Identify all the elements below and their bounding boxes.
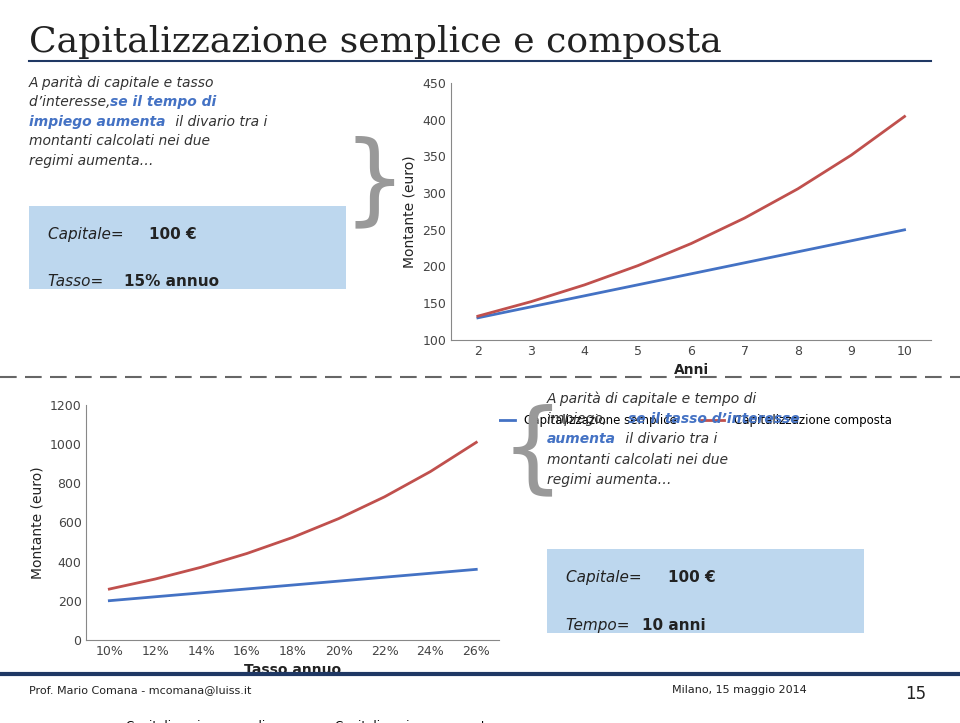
- Text: Milano, 15 maggio 2014: Milano, 15 maggio 2014: [672, 685, 806, 696]
- Text: Tasso=: Tasso=: [48, 274, 108, 289]
- Text: aumenta: aumenta: [547, 432, 616, 446]
- Text: 100 €: 100 €: [149, 227, 197, 241]
- Text: il divario tra i: il divario tra i: [171, 115, 267, 129]
- Text: regimi aumenta…: regimi aumenta…: [29, 154, 154, 168]
- Text: {: {: [501, 403, 564, 500]
- Text: 10 anni: 10 anni: [642, 617, 706, 633]
- Text: d’interesse,: d’interesse,: [29, 95, 114, 109]
- Text: Tempo=: Tempo=: [566, 617, 635, 633]
- Text: Capitalizzazione semplice e composta: Capitalizzazione semplice e composta: [29, 25, 722, 59]
- Text: regimi aumenta…: regimi aumenta…: [547, 473, 672, 487]
- Text: 100 €: 100 €: [667, 570, 715, 585]
- X-axis label: Anni: Anni: [674, 363, 708, 377]
- Legend: Capitalizzazione semplice, Capitalizzazione composta: Capitalizzazione semplice, Capitalizzazi…: [88, 715, 497, 723]
- Y-axis label: Montante (euro): Montante (euro): [30, 466, 44, 578]
- Text: A parità di capitale e tasso: A parità di capitale e tasso: [29, 76, 214, 90]
- Text: il divario tra i: il divario tra i: [621, 432, 717, 446]
- Text: 15% annuo: 15% annuo: [124, 274, 219, 289]
- X-axis label: Tasso annuo: Tasso annuo: [244, 663, 342, 677]
- Text: se il tempo di: se il tempo di: [110, 95, 217, 109]
- Text: se il tasso d’interesse: se il tasso d’interesse: [628, 412, 800, 426]
- Text: impiego aumenta: impiego aumenta: [29, 115, 165, 129]
- Y-axis label: Montante (euro): Montante (euro): [403, 155, 417, 268]
- Text: A parità di capitale e tempo di: A parità di capitale e tempo di: [547, 392, 757, 406]
- Text: Prof. Mario Comana - mcomana@luiss.it: Prof. Mario Comana - mcomana@luiss.it: [29, 685, 252, 696]
- Text: impiego,: impiego,: [547, 412, 612, 426]
- Text: Capitale=: Capitale=: [48, 227, 129, 241]
- Text: }: }: [343, 136, 406, 233]
- Text: 15: 15: [905, 685, 926, 703]
- Text: Capitale=: Capitale=: [566, 570, 647, 585]
- Text: montanti calcolati nei due: montanti calcolati nei due: [29, 134, 210, 148]
- Legend: Capitalizzazione semplice, Capitalizzazione composta: Capitalizzazione semplice, Capitalizzazi…: [487, 409, 896, 432]
- Text: montanti calcolati nei due: montanti calcolati nei due: [547, 453, 729, 466]
